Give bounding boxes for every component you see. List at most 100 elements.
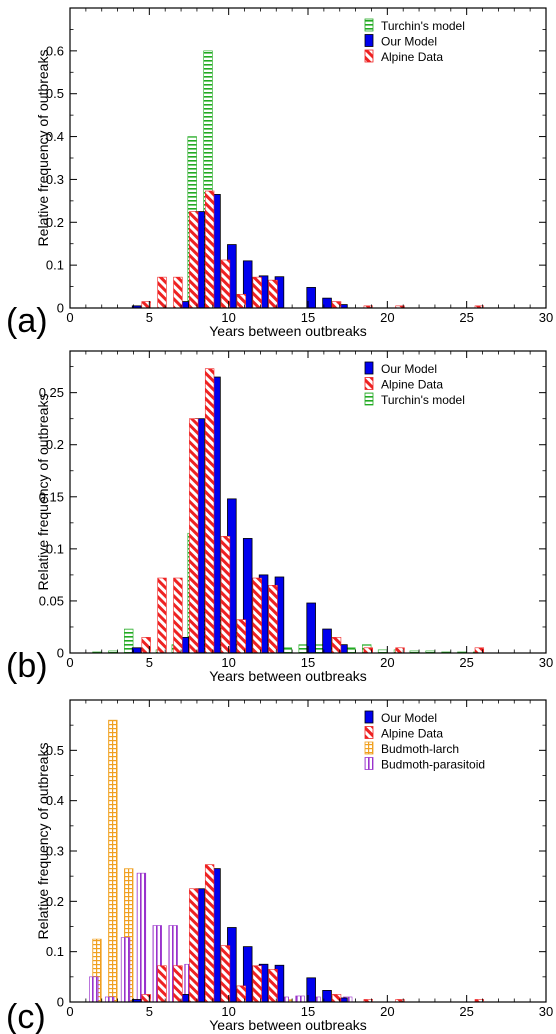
chart-panel-1: 0 5 10 15 20 25 30 0 0.1 0.2 0.3 0.4 0.5 0.6 Years bet… bbox=[6, 7, 553, 340]
y-tick-label: 0.3 bbox=[46, 172, 64, 187]
bar-alpine-9 bbox=[204, 190, 215, 309]
y-tick-label: 0.4 bbox=[46, 793, 64, 808]
bar-alpine-6 bbox=[157, 577, 167, 654]
bar-our-16 bbox=[322, 628, 332, 654]
bar-alpine-13 bbox=[268, 968, 278, 1003]
legend-swatch bbox=[364, 710, 374, 724]
x-tick-label: 20 bbox=[380, 1004, 394, 1019]
y-tick-label: 0.25 bbox=[39, 385, 64, 400]
x-axis: 0 5 10 15 20 25 30 bbox=[66, 700, 553, 1019]
legend-label: Alpine Data bbox=[381, 378, 443, 392]
y-tick-label: 0.5 bbox=[46, 86, 64, 101]
bar-alpine-7 bbox=[173, 276, 183, 309]
y-tick-label: 0 bbox=[57, 646, 64, 661]
bar-our-15 bbox=[306, 602, 316, 654]
legend-swatch bbox=[364, 757, 374, 770]
legend-swatch bbox=[364, 361, 374, 375]
x-tick-label: 25 bbox=[459, 655, 473, 670]
bar-alpine-13 bbox=[268, 279, 278, 309]
y-tick-label: 0.3 bbox=[46, 844, 64, 859]
legend-item-alpine: Alpine Data bbox=[364, 377, 443, 392]
panel-label: (b) bbox=[6, 647, 48, 685]
x-tick-label: 25 bbox=[459, 1004, 473, 1019]
legend-label: Turchin's model bbox=[381, 393, 465, 407]
bars bbox=[92, 368, 485, 654]
legend-swatch bbox=[364, 726, 374, 739]
bar-turchin-14 bbox=[282, 647, 293, 654]
legend-item-our: Our Model bbox=[364, 710, 437, 725]
bar-alpine-8 bbox=[189, 211, 199, 309]
y-tick-label: 0.1 bbox=[46, 944, 64, 959]
x-tick-label: 10 bbox=[221, 655, 235, 670]
plot-frame bbox=[69, 7, 547, 309]
x-tick-label: 0 bbox=[66, 655, 73, 670]
y-tick-label: 0.1 bbox=[46, 258, 64, 273]
bar-alpine-7 bbox=[173, 965, 183, 1003]
panel-label: (c) bbox=[6, 998, 46, 1034]
bar-alpine-8 bbox=[189, 888, 199, 1003]
x-tick-label: 0 bbox=[66, 310, 73, 325]
legend-swatch bbox=[364, 34, 374, 47]
bar-alpine-12 bbox=[252, 965, 262, 1003]
y-axis: 0 0.1 0.2 0.3 0.4 0.5 0.6 bbox=[46, 29, 546, 316]
x-tick-label: 10 bbox=[221, 1004, 235, 1019]
bar-parasitoid-4 bbox=[120, 937, 131, 1003]
bar-turchin-4 bbox=[124, 628, 134, 654]
x-axis: 0 5 10 15 20 25 30 bbox=[66, 8, 553, 325]
y-axis: 0 0.05 0.1 0.15 0.2 0.25 bbox=[39, 366, 546, 661]
x-tick-label: 20 bbox=[380, 655, 394, 670]
legend-label: Our Model bbox=[381, 362, 437, 376]
legend-item-turchin: Turchin's model bbox=[364, 18, 465, 33]
legend-item-our: Our Model bbox=[364, 34, 437, 49]
legend-label: Turchin's model bbox=[381, 19, 465, 33]
x-tick-label: 15 bbox=[301, 310, 315, 325]
bar-turchin-16 bbox=[314, 644, 324, 654]
bar-larch-3 bbox=[108, 719, 118, 1003]
legend-swatch bbox=[364, 377, 374, 390]
legend-swatch bbox=[364, 49, 374, 63]
y-axis-title: Relative frequency of outbreaks bbox=[35, 50, 51, 247]
series-alpine bbox=[141, 190, 485, 309]
bar-parasitoid-2 bbox=[89, 976, 99, 1003]
legend-item-parasitoid: Budmoth-parasitoid bbox=[364, 757, 485, 772]
legend-item-alpine: Alpine Data bbox=[364, 726, 443, 741]
y-tick-label: 0.4 bbox=[46, 129, 64, 144]
bar-parasitoid-5 bbox=[136, 872, 147, 1003]
y-axis-title: Relative frequency of outbreaks bbox=[35, 743, 51, 940]
y-tick-label: 0 bbox=[57, 301, 64, 316]
y-tick-label: 0.5 bbox=[46, 743, 64, 758]
bars bbox=[131, 50, 485, 309]
x-axis-title: Years between outbreaks bbox=[209, 1017, 366, 1033]
x-tick-label: 25 bbox=[459, 310, 473, 325]
y-tick-label: 0.6 bbox=[46, 43, 64, 58]
legend-label: Alpine Data bbox=[381, 727, 443, 741]
legend-item-alpine: Alpine Data bbox=[364, 49, 443, 64]
bar-alpine-6 bbox=[157, 276, 167, 309]
x-tick-label: 30 bbox=[539, 310, 553, 325]
legend-item-our: Our Model bbox=[364, 361, 437, 376]
y-tick-label: 0.15 bbox=[39, 489, 64, 504]
bar-parasitoid-3 bbox=[105, 996, 115, 1003]
x-axis: 0 5 10 15 20 25 30 bbox=[66, 351, 553, 670]
legend-swatch bbox=[364, 392, 374, 406]
legend-item-larch: Budmoth-larch bbox=[364, 741, 459, 756]
x-tick-label: 15 bbox=[301, 1004, 315, 1019]
bar-turchin-15 bbox=[298, 644, 308, 654]
x-tick-label: 20 bbox=[380, 310, 394, 325]
y-axis-title: Relative frequency of outbreaks bbox=[35, 394, 51, 591]
x-tick-label: 5 bbox=[146, 310, 153, 325]
bar-turchin-18 bbox=[346, 647, 356, 654]
series-turchin bbox=[92, 532, 483, 654]
y-tick-label: 0.2 bbox=[46, 894, 64, 909]
y-tick-label: 0.2 bbox=[46, 215, 64, 230]
bars bbox=[89, 719, 485, 1003]
x-tick-label: 5 bbox=[146, 655, 153, 670]
x-tick-label: 0 bbox=[66, 1004, 73, 1019]
legend-swatch bbox=[364, 18, 374, 32]
bar-alpine-11 bbox=[236, 619, 247, 654]
bar-alpine-7 bbox=[173, 577, 183, 654]
y-axis: 0 0.1 0.2 0.3 0.4 0.5 bbox=[46, 724, 546, 1010]
bar-alpine-9 bbox=[204, 368, 215, 654]
